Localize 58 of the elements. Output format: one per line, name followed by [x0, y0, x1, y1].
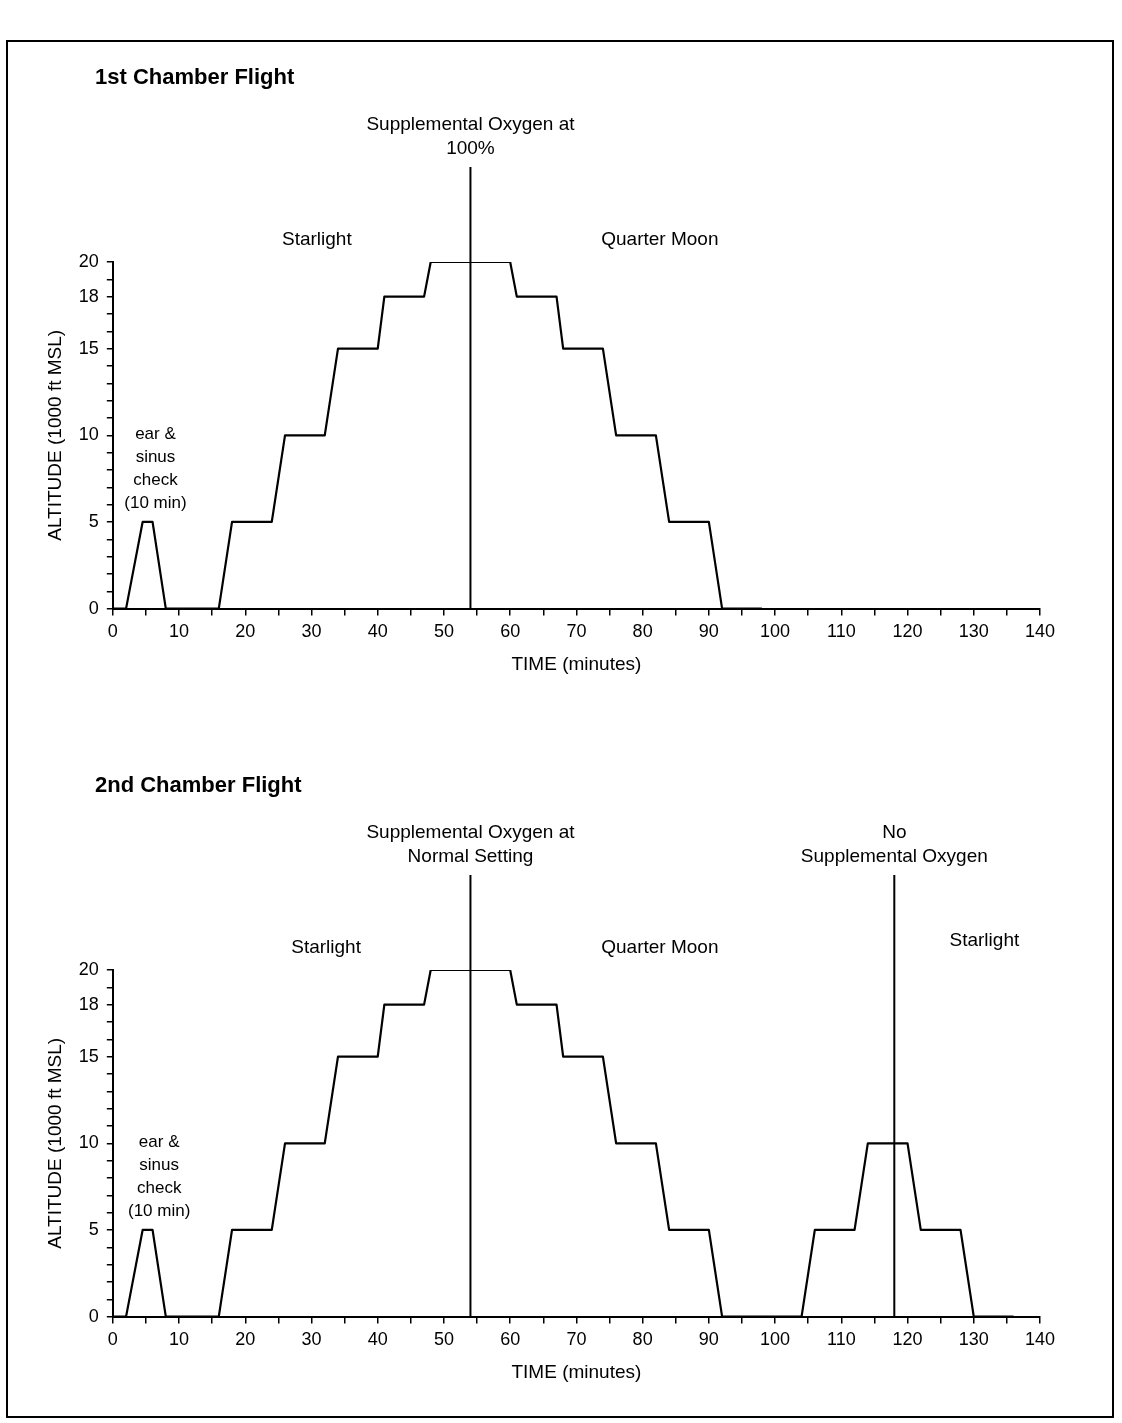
- x-tick-label: 120: [892, 621, 923, 642]
- text: Starlight: [281, 227, 353, 249]
- text: Quarter Moon: [601, 227, 719, 249]
- y-tick-label: 5: [88, 1218, 99, 1239]
- ref-line-label: Supplemental Oxygen at Normal Setting: [366, 821, 576, 866]
- x-tick-label: 10: [169, 621, 190, 642]
- x-tick-label: 0: [107, 621, 118, 642]
- x-tick-label: 70: [566, 621, 587, 642]
- ref-line-label: Supplemental Oxygen at 100%: [366, 113, 576, 158]
- x-tick-label: 50: [433, 1329, 454, 1350]
- x-tick-label: 80: [632, 1329, 653, 1350]
- text: Starlight: [949, 928, 1020, 950]
- x-tick-label: 10: [169, 1329, 190, 1350]
- x-tick-label: 60: [500, 1329, 521, 1350]
- y-tick-label: 10: [78, 424, 99, 445]
- y-tick-label: 20: [78, 958, 99, 979]
- y-tick-label: 15: [78, 1045, 99, 1066]
- x-axis-title: TIME (minutes): [511, 1360, 642, 1382]
- x-axis-title: TIME (minutes): [511, 652, 642, 674]
- annotation: ear & sinus check (10 min): [128, 1132, 191, 1221]
- y-axis-title: ALTITUDE (1000 ft MSL): [43, 1037, 65, 1249]
- x-tick-label: 130: [958, 621, 989, 642]
- x-tick-label: 120: [892, 1329, 923, 1350]
- x-tick-label: 110: [826, 621, 856, 642]
- x-tick-label: 60: [500, 621, 521, 642]
- x-tick-label: 90: [698, 1329, 719, 1350]
- x-tick-label: 90: [698, 621, 719, 642]
- x-tick-label: 30: [301, 621, 322, 642]
- chart-title: 2nd Chamber Flight: [95, 772, 303, 797]
- y-tick-label: 18: [78, 993, 99, 1014]
- x-tick-label: 40: [367, 1329, 388, 1350]
- x-tick-label: 140: [1024, 1329, 1056, 1350]
- x-tick-label: 140: [1024, 621, 1056, 642]
- y-tick-label: 0: [88, 1305, 99, 1326]
- y-tick-label: 20: [78, 250, 99, 271]
- y-tick-label: 5: [88, 510, 99, 531]
- x-tick-label: 20: [235, 621, 256, 642]
- text: Quarter Moon: [601, 935, 719, 957]
- x-tick-label: 30: [301, 1329, 322, 1350]
- x-tick-label: 50: [433, 621, 454, 642]
- y-tick-label: 10: [78, 1132, 99, 1153]
- x-tick-label: 100: [760, 1329, 791, 1350]
- y-tick-label: 0: [88, 597, 99, 618]
- x-tick-label: 70: [566, 1329, 587, 1350]
- y-tick-label: 15: [78, 337, 99, 358]
- chart-title: 1st Chamber Flight: [95, 64, 295, 89]
- x-tick-label: 40: [367, 621, 388, 642]
- x-tick-label: 130: [958, 1329, 989, 1350]
- x-tick-label: 110: [826, 1329, 856, 1350]
- x-tick-label: 80: [632, 621, 653, 642]
- y-axis-title: ALTITUDE (1000 ft MSL): [43, 329, 65, 541]
- x-tick-label: 100: [760, 621, 791, 642]
- x-tick-label: 20: [235, 1329, 256, 1350]
- ref-line-label: No Supplemental Oxygen: [800, 821, 988, 866]
- x-tick-label: 0: [107, 1329, 118, 1350]
- text: Starlight: [291, 935, 362, 957]
- y-tick-label: 18: [78, 285, 99, 306]
- annotation: ear & sinus check (10 min): [124, 424, 187, 513]
